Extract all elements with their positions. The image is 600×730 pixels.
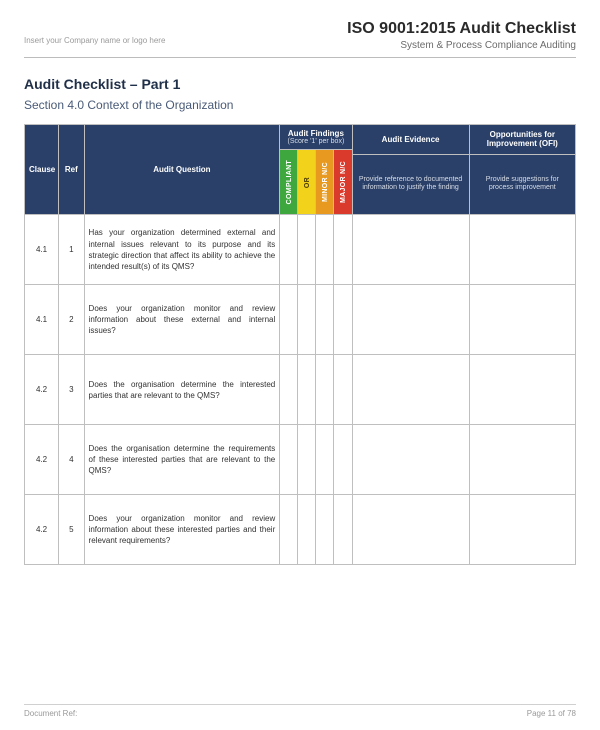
cell-ref: 4 <box>59 425 85 495</box>
finding-header-compliant: COMPLIANT <box>280 150 298 215</box>
logo-placeholder: Insert your Company name or logo here <box>24 36 165 51</box>
cell-question: Does the organisation determine the requ… <box>84 425 280 495</box>
col-header-evidence: Audit Evidence <box>352 125 469 155</box>
findings-group-sublabel: (Score '1' per box) <box>284 138 347 145</box>
cell-finding-major[interactable] <box>334 495 352 565</box>
cell-ofi[interactable] <box>469 495 575 565</box>
cell-finding-or[interactable] <box>298 285 316 355</box>
cell-finding-minor[interactable] <box>316 215 334 285</box>
finding-header-major: MAJOR N/C <box>334 150 352 215</box>
cell-evidence[interactable] <box>352 285 469 355</box>
cell-question: Does your organization monitor and revie… <box>84 285 280 355</box>
cell-ref: 1 <box>59 215 85 285</box>
document-subtitle: System & Process Compliance Auditing <box>347 40 576 51</box>
cell-question: Has your organization determined externa… <box>84 215 280 285</box>
col-header-ref: Ref <box>59 125 85 215</box>
cell-finding-major[interactable] <box>334 425 352 495</box>
cell-finding-major[interactable] <box>334 355 352 425</box>
cell-ofi[interactable] <box>469 425 575 495</box>
cell-evidence[interactable] <box>352 425 469 495</box>
cell-finding-minor[interactable] <box>316 495 334 565</box>
table-row: 4.25Does your organization monitor and r… <box>25 495 576 565</box>
cell-evidence[interactable] <box>352 215 469 285</box>
cell-ofi[interactable] <box>469 215 575 285</box>
header-divider <box>24 57 576 58</box>
cell-ofi[interactable] <box>469 355 575 425</box>
content-title: Audit Checklist – Part 1 <box>24 76 576 92</box>
cell-ref: 3 <box>59 355 85 425</box>
table-row: 4.24Does the organisation determine the … <box>25 425 576 495</box>
finding-header-minor: MINOR N/C <box>316 150 334 215</box>
cell-finding-compliant[interactable] <box>280 215 298 285</box>
document-title: ISO 9001:2015 Audit Checklist <box>347 20 576 38</box>
cell-finding-or[interactable] <box>298 215 316 285</box>
footer-page-number: Page 11 of 78 <box>527 709 576 718</box>
page-footer: Document Ref: Page 11 of 78 <box>24 704 576 718</box>
finding-header-or: OR <box>298 150 316 215</box>
cell-question: Does your organization monitor and revie… <box>84 495 280 565</box>
table-row: 4.11Has your organization determined ext… <box>25 215 576 285</box>
section-title: Section 4.0 Context of the Organization <box>24 98 576 112</box>
table-row: 4.23Does the organisation determine the … <box>25 355 576 425</box>
cell-finding-compliant[interactable] <box>280 355 298 425</box>
cell-clause: 4.1 <box>25 215 59 285</box>
table-row: 4.12Does your organization monitor and r… <box>25 285 576 355</box>
cell-finding-or[interactable] <box>298 355 316 425</box>
document-title-block: ISO 9001:2015 Audit Checklist System & P… <box>347 20 576 51</box>
cell-question: Does the organisation determine the inte… <box>84 355 280 425</box>
cell-finding-or[interactable] <box>298 425 316 495</box>
cell-finding-minor[interactable] <box>316 355 334 425</box>
col-header-ofi: Opportunities for Improvement (OFI) <box>469 125 575 155</box>
footer-doc-ref: Document Ref: <box>24 709 77 718</box>
cell-finding-compliant[interactable] <box>280 285 298 355</box>
cell-ref: 5 <box>59 495 85 565</box>
cell-evidence[interactable] <box>352 355 469 425</box>
cell-clause: 4.2 <box>25 495 59 565</box>
cell-clause: 4.2 <box>25 355 59 425</box>
findings-group-label: Audit Findings <box>284 129 347 138</box>
cell-finding-major[interactable] <box>334 285 352 355</box>
cell-clause: 4.1 <box>25 285 59 355</box>
cell-finding-compliant[interactable] <box>280 495 298 565</box>
col-header-findings-group: Audit Findings (Score '1' per box) <box>280 125 352 150</box>
col-subdesc-ofi: Provide suggestions for process improvem… <box>469 154 575 215</box>
cell-ref: 2 <box>59 285 85 355</box>
cell-finding-minor[interactable] <box>316 425 334 495</box>
cell-finding-minor[interactable] <box>316 285 334 355</box>
col-subdesc-evidence: Provide reference to documented informat… <box>352 154 469 215</box>
audit-checklist-table: Clause Ref Audit Question Audit Findings… <box>24 124 576 565</box>
cell-finding-major[interactable] <box>334 215 352 285</box>
cell-ofi[interactable] <box>469 285 575 355</box>
col-header-question: Audit Question <box>84 125 280 215</box>
cell-clause: 4.2 <box>25 425 59 495</box>
cell-finding-or[interactable] <box>298 495 316 565</box>
cell-finding-compliant[interactable] <box>280 425 298 495</box>
page-header: Insert your Company name or logo here IS… <box>24 20 576 51</box>
col-header-clause: Clause <box>25 125 59 215</box>
cell-evidence[interactable] <box>352 495 469 565</box>
